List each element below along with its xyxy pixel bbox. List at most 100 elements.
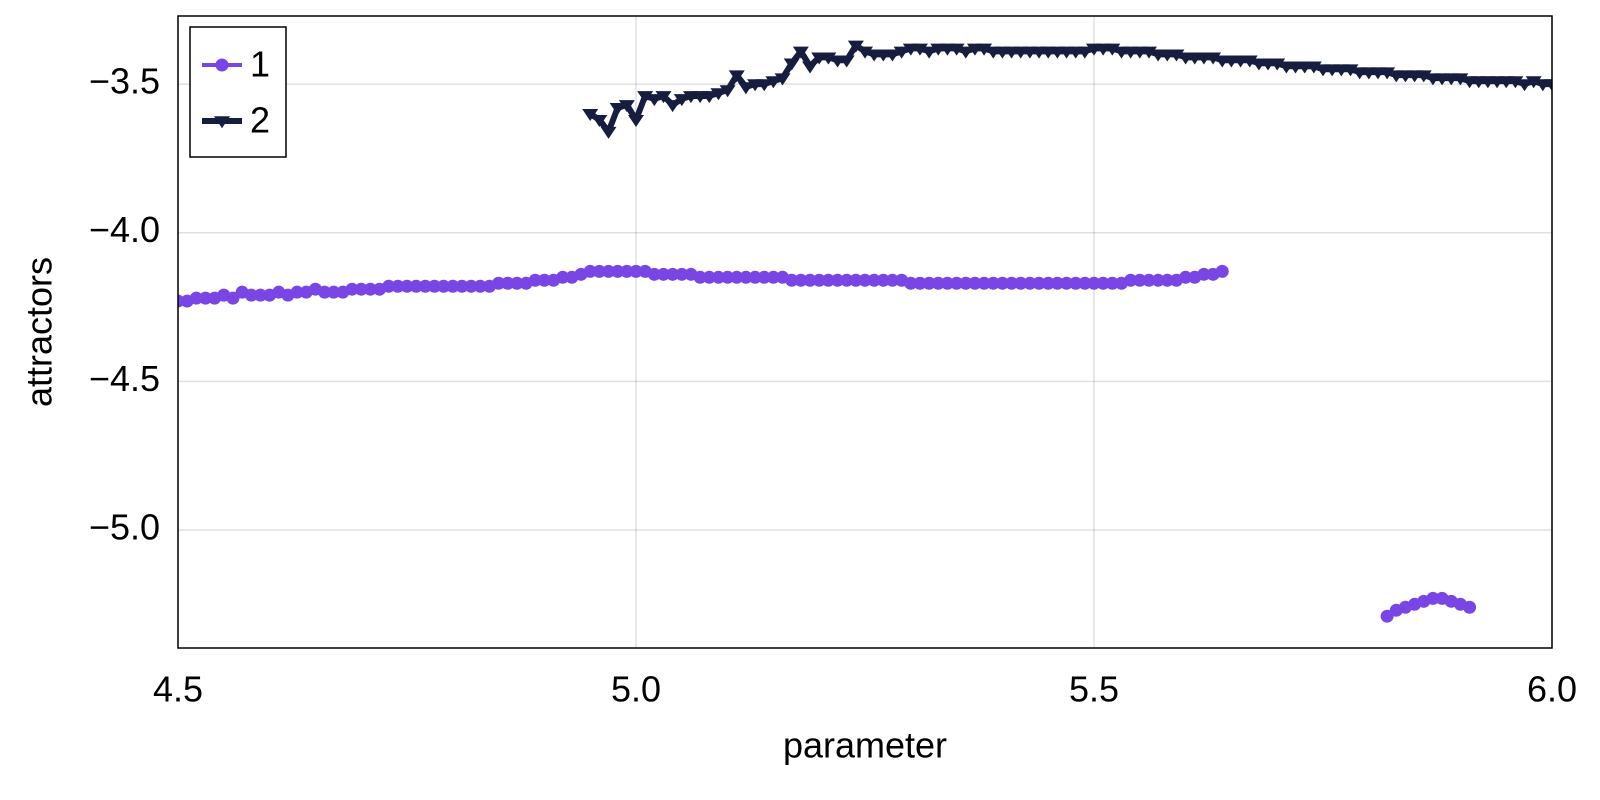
legend: 12 xyxy=(189,26,287,158)
data-point xyxy=(510,276,524,290)
data-point xyxy=(1160,273,1174,287)
data-point xyxy=(721,270,735,284)
data-point xyxy=(766,270,780,284)
data-point xyxy=(382,279,396,293)
data-point xyxy=(556,270,570,284)
data-point xyxy=(1023,276,1037,290)
data-point xyxy=(629,264,643,278)
data-point xyxy=(537,273,551,287)
data-point xyxy=(849,273,863,287)
data-point xyxy=(611,264,625,278)
data-point xyxy=(345,282,359,296)
data-point xyxy=(591,114,608,127)
legend-label: 2 xyxy=(250,100,270,141)
x-tick-label: 4.5 xyxy=(153,669,203,710)
data-point xyxy=(409,279,423,293)
data-point xyxy=(647,267,661,281)
data-point xyxy=(327,285,341,299)
data-point xyxy=(858,273,872,287)
data-point xyxy=(628,114,644,127)
data-point xyxy=(1076,46,1093,59)
data-point xyxy=(675,267,689,281)
legend-box xyxy=(189,26,287,158)
data-point xyxy=(618,100,635,113)
data-point xyxy=(1078,276,1092,290)
data-point xyxy=(748,270,762,284)
data-point xyxy=(986,276,1000,290)
data-point xyxy=(437,279,451,293)
data-point xyxy=(884,49,901,62)
data-point xyxy=(821,273,835,287)
data-point xyxy=(1087,276,1101,290)
data-point xyxy=(940,276,954,290)
y-tick-label: −4.5 xyxy=(89,358,160,399)
data-point xyxy=(189,291,203,305)
data-point xyxy=(885,273,899,287)
y-tick-label: −5.0 xyxy=(89,506,160,547)
data-point xyxy=(1463,600,1477,614)
data-point xyxy=(957,46,974,59)
data-point xyxy=(318,285,332,299)
data-point xyxy=(354,282,368,296)
data-point xyxy=(867,273,881,287)
data-point xyxy=(609,103,626,116)
data-point xyxy=(977,276,991,290)
data-point xyxy=(812,273,826,287)
data-point xyxy=(1014,276,1028,290)
data-point xyxy=(244,288,258,302)
data-point xyxy=(1105,276,1119,290)
data-point xyxy=(1050,276,1064,290)
data-point xyxy=(253,288,267,302)
data-point xyxy=(702,270,716,284)
data-point xyxy=(1096,276,1110,290)
x-tick-label: 5.0 xyxy=(611,669,661,710)
data-point xyxy=(1005,276,1019,290)
data-point xyxy=(391,279,405,293)
data-point xyxy=(803,273,817,287)
data-point xyxy=(1142,273,1156,287)
data-point xyxy=(765,76,782,89)
data-point xyxy=(600,126,617,139)
data-point xyxy=(959,276,973,290)
data-point xyxy=(838,55,855,68)
data-point xyxy=(847,40,864,53)
data-point xyxy=(1426,591,1440,605)
data-point xyxy=(473,279,487,293)
legend-swatch-marker xyxy=(215,58,229,72)
data-point xyxy=(802,61,819,74)
data-point xyxy=(602,264,616,278)
data-point xyxy=(693,270,707,284)
data-point xyxy=(783,58,800,71)
data-point xyxy=(455,279,469,293)
data-point xyxy=(913,276,927,290)
data-point xyxy=(592,264,606,278)
data-point xyxy=(1179,270,1193,284)
data-point xyxy=(739,270,753,284)
data-point xyxy=(995,276,1009,290)
data-point xyxy=(1544,79,1552,92)
data-point xyxy=(730,270,744,284)
axes-frame xyxy=(177,15,1553,649)
data-point xyxy=(701,91,718,104)
data-point xyxy=(1133,273,1147,287)
data-point xyxy=(950,276,964,290)
data-point xyxy=(728,70,745,83)
data-point xyxy=(656,267,670,281)
data-point xyxy=(583,264,597,278)
plot-area xyxy=(178,40,1552,623)
data-point xyxy=(198,291,212,305)
data-point xyxy=(968,276,982,290)
data-point xyxy=(876,273,890,287)
data-point xyxy=(620,264,634,278)
ticks: 4.5 5.0 5.5 6.0 −3.5 −4.0 −4.5 −5.0 xyxy=(89,61,1577,710)
data-point xyxy=(785,273,799,287)
data-point xyxy=(655,91,672,104)
data-point xyxy=(582,109,599,122)
x-axis-label: parameter xyxy=(783,725,947,766)
data-point xyxy=(921,46,938,59)
data-point xyxy=(893,46,910,59)
data-point xyxy=(831,273,845,287)
data-point xyxy=(1197,267,1211,281)
data-point xyxy=(1215,264,1229,278)
